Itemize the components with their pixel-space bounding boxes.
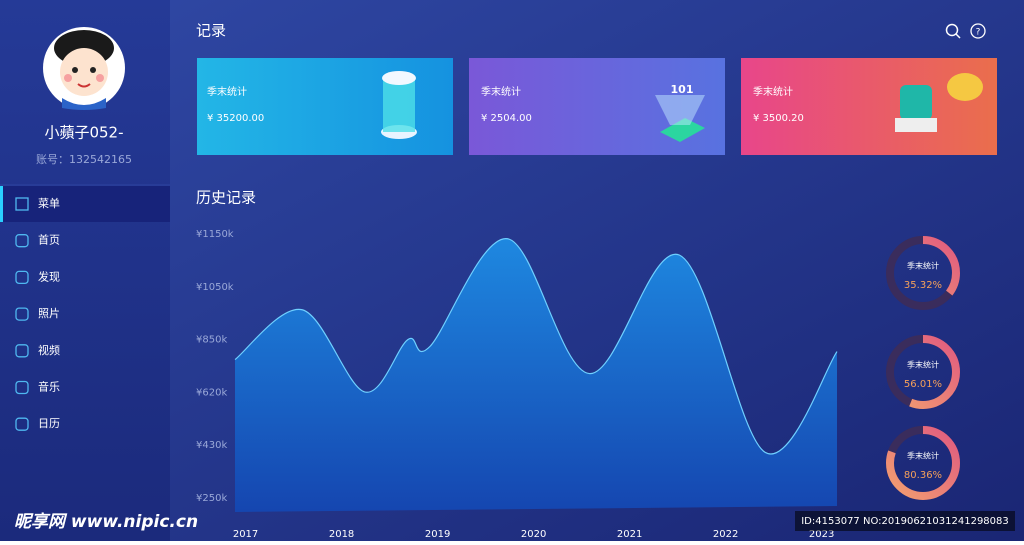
menu-icon [15, 344, 29, 358]
menu-item: 照片 [38, 307, 60, 320]
card[interactable] [741, 58, 997, 155]
watermark-site: 昵享网 www.nipic.cn [14, 512, 198, 532]
area [235, 238, 837, 512]
donut-charts: 季末统计 35.32% 季末统计 56.01% 季末统计 80.36% [886, 236, 960, 500]
card-amount: ¥ 2504.00 [481, 113, 532, 124]
y-tick-label: ¥620k [196, 387, 227, 398]
y-tick-label: ¥250k [196, 493, 227, 504]
x-tick-label: 2021 [617, 529, 642, 540]
card-illustration [381, 71, 417, 139]
donut-value: 35.32% [904, 280, 942, 291]
donut-arc [886, 335, 960, 409]
menu-icon [15, 380, 29, 395]
donut-label: 季末统计 [907, 360, 939, 370]
card-amount: ¥ 35200.00 [207, 113, 264, 124]
chart-title: 历史记录 [196, 189, 256, 207]
menu-indicator [0, 186, 3, 222]
search-icon[interactable] [945, 23, 961, 39]
card-illustration: 101 [655, 83, 705, 142]
watermark-id: ID:4153077 NO:20190621031241298083 [801, 516, 1009, 527]
card-label: 季末统计 [481, 85, 521, 98]
x-tick-label: 2023 [809, 529, 834, 540]
donut-arc [886, 426, 960, 500]
donut-value: 56.01% [904, 379, 942, 390]
user-name: 小蘋子052- [44, 124, 123, 142]
x-tick-label: 2019 [425, 529, 450, 540]
y-tick-label: ¥430k [196, 440, 227, 451]
x-tick-label: 2020 [521, 529, 546, 540]
x-tick-label: 2022 [713, 529, 738, 540]
menu-icon [15, 307, 29, 321]
menu-item: 发现 [38, 269, 60, 283]
account: 账号：132542165 [36, 153, 132, 166]
y-tick-label: ¥1050k [196, 282, 234, 293]
help-icon[interactable]: ? [970, 23, 986, 39]
area-line [234, 238, 838, 455]
menu-icon [15, 234, 29, 248]
section-title: 记录 [196, 22, 226, 40]
card-label: 季末统计 [753, 85, 793, 98]
donut-label: 季末统计 [907, 261, 939, 271]
area-chart: ¥250k ¥430k ¥620k ¥850k ¥1050k ¥1150k 2017 2018… [196, 229, 838, 540]
avatar [43, 27, 125, 110]
menu-item: 视频 [38, 343, 60, 357]
donut-label: 季末统计 [907, 451, 939, 461]
menu-icon [15, 417, 29, 431]
menu-item: 菜单 [38, 197, 60, 210]
menu-item: 首页 [38, 233, 60, 247]
menu-icon [15, 197, 29, 211]
menu-item: 日历 [38, 417, 60, 430]
menu-icon [15, 270, 29, 285]
donut-value: 80.36% [904, 470, 942, 481]
svg-text:?: ? [976, 28, 981, 38]
menu-active [0, 186, 170, 222]
card-illustration [895, 73, 983, 132]
card-label: 季末统计 [207, 85, 247, 98]
y-tick-label: ¥850k [196, 335, 227, 346]
x-tick-label: 2018 [329, 529, 354, 540]
x-tick-label: 2017 [233, 529, 258, 540]
menu-item: 音乐 [38, 380, 60, 394]
y-tick-label: ¥1150k [196, 229, 234, 240]
watermark-box [795, 511, 1015, 531]
svg-text:101: 101 [671, 83, 694, 96]
card-amount: ¥ 3500.20 [753, 113, 804, 124]
donut-arc [886, 236, 960, 310]
